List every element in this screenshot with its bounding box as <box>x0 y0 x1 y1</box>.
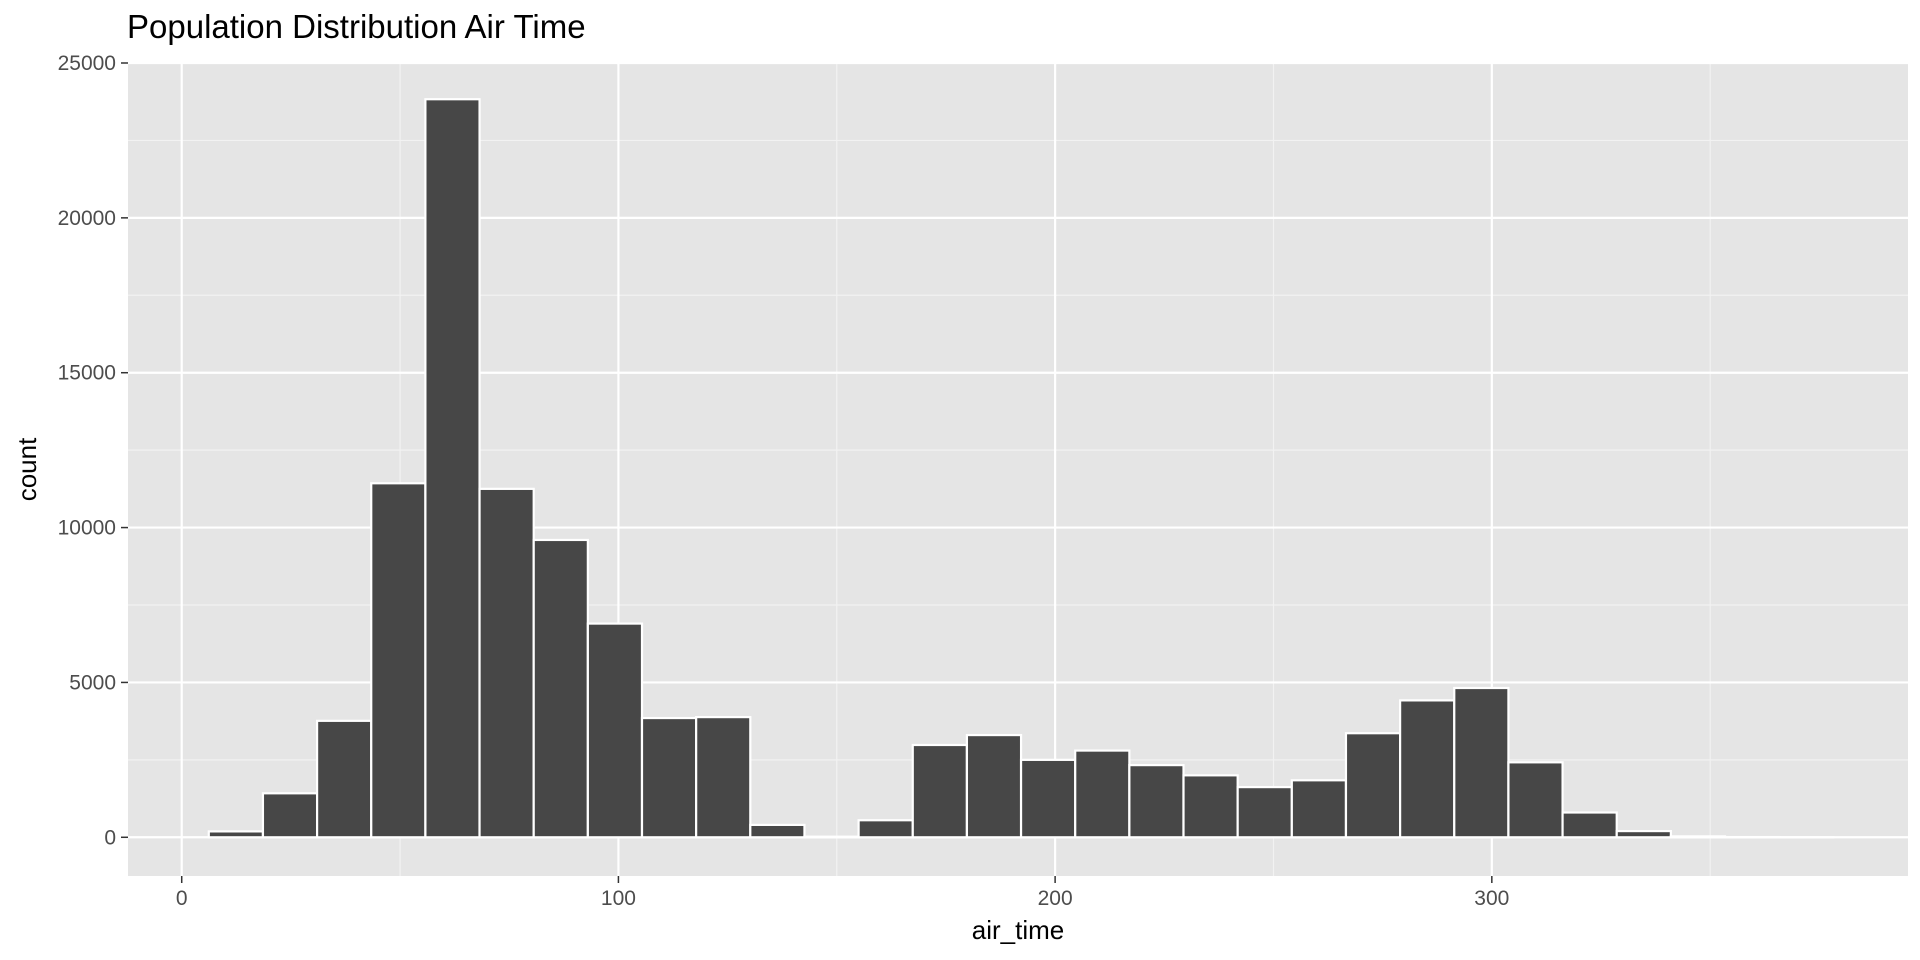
histogram-bar <box>1399 699 1456 839</box>
histogram-bar <box>532 538 589 839</box>
y-tick-label: 10000 <box>58 517 116 540</box>
histogram-bar <box>1182 774 1239 839</box>
histogram-bar <box>1453 686 1510 839</box>
histogram-bar <box>1074 749 1131 839</box>
histogram-bars <box>207 98 1835 839</box>
histogram-bar <box>695 716 752 839</box>
histogram-bar <box>640 716 698 839</box>
x-tick-label: 0 <box>176 887 188 910</box>
histogram-bar <box>1561 811 1618 839</box>
histogram-bar <box>1615 829 1672 839</box>
histogram-bar <box>803 835 860 839</box>
y-axis-title: count <box>12 437 42 501</box>
histogram-bar <box>478 487 535 839</box>
histogram-bar <box>207 830 265 839</box>
x-axis-title: air_time <box>972 915 1064 945</box>
histogram-bar <box>1507 761 1564 839</box>
histogram-bar <box>1128 764 1185 839</box>
histogram-bar <box>1236 786 1293 839</box>
y-tick-label: 5000 <box>69 671 116 694</box>
x-tick-label: 200 <box>1038 887 1073 910</box>
histogram-bar <box>424 98 481 839</box>
y-tick-label: 0 <box>104 826 116 849</box>
histogram-bar <box>749 823 806 839</box>
y-tick-label: 15000 <box>58 362 116 385</box>
x-tick-label: 100 <box>601 887 636 910</box>
y-axis: 0 5000 10000 15000 20000 25000 <box>58 52 128 849</box>
histogram-bar <box>586 622 644 839</box>
chart-title: Population Distribution Air Time <box>127 8 586 45</box>
histogram-bar <box>261 792 319 839</box>
histogram-bar <box>1019 758 1077 839</box>
histogram-bar <box>315 719 373 839</box>
histogram-bar <box>911 743 969 839</box>
y-tick-label: 20000 <box>58 207 116 230</box>
histogram-bar <box>1344 732 1402 839</box>
histogram-bar <box>1290 779 1348 839</box>
histogram-bar <box>370 482 427 839</box>
histogram-bar <box>857 819 914 839</box>
histogram-bar <box>1669 835 1727 839</box>
x-tick-label: 300 <box>1474 887 1509 910</box>
x-axis: 0 100 200 300 <box>176 876 1509 910</box>
y-tick-label: 25000 <box>58 52 116 75</box>
histogram-bar <box>965 733 1023 839</box>
